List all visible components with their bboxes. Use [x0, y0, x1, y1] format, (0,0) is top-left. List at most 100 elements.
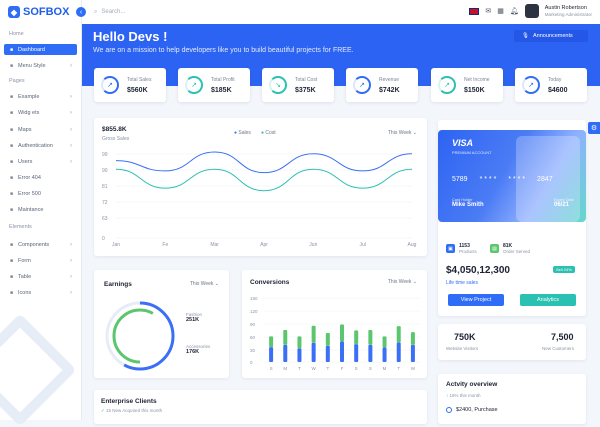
visa-card: VISA PREMIUM ACCOUNT 5789 * * * * * * * * 2…	[438, 130, 586, 222]
trend-arrow-icon: ↗	[101, 76, 119, 94]
products-stat: ▣ 1153 Products	[446, 243, 477, 254]
y-tick-label: 81	[102, 184, 108, 190]
x-tick-label: S	[355, 366, 358, 371]
x-tick-label: M	[283, 366, 287, 371]
sidebar-item[interactable]: ■ Error 404	[4, 172, 77, 183]
top-header: ⌕ Search... ✉ ▦ 🔔︎ Austin Robertson Marke…	[82, 0, 600, 24]
stat-label: Revenue	[379, 77, 400, 83]
logo-icon: ◆	[8, 6, 20, 18]
sidebar-item[interactable]: ■ Widg ets ›	[4, 107, 77, 118]
bar-green	[269, 336, 274, 348]
grid-menu-icon[interactable]: ▦	[497, 8, 504, 15]
sidebar-item[interactable]: ■ Table ›	[4, 271, 77, 282]
sidebar-item[interactable]: ■ Form ›	[4, 255, 77, 266]
stat-label: Total Sales	[127, 77, 152, 83]
mail-icon[interactable]: ✉	[485, 8, 492, 15]
search-input[interactable]: Search...	[101, 9, 126, 15]
settings-gear-icon[interactable]: ⚙	[588, 122, 600, 134]
sidebar-item-label: Authentication	[18, 142, 53, 149]
sidebar-item-label: Dashboard	[18, 46, 45, 53]
chevron-right-icon: ›	[70, 241, 72, 248]
sidebar-item[interactable]: ■ Menu Style ›	[4, 60, 77, 71]
sidebar-item[interactable]: ■ Error 500	[4, 188, 77, 199]
conversions-filter-dropdown[interactable]: This Week ⌄	[387, 279, 417, 285]
sidebar-item-label: Table	[18, 273, 32, 280]
circle-icon	[446, 407, 452, 413]
sidebar-item[interactable]: ■ Icons ›	[4, 287, 77, 298]
sidebar: ◆ SOFBOX Home ■ Dashboard ■ Menu Style › Pages ■…	[0, 0, 82, 427]
enterprise-card: Enterprise Clients ✓ 15 New Acquired thi…	[94, 390, 427, 424]
earnings-donut	[105, 301, 175, 371]
x-tick-label: Fe	[162, 242, 168, 248]
stat-label: Today	[548, 77, 562, 83]
sidebar-item-label: Widg ets	[18, 109, 40, 116]
chevron-right-icon: ›	[70, 142, 72, 149]
series-line-sales	[115, 151, 413, 174]
language-flag-icon[interactable]	[469, 7, 480, 15]
sidebar-item-label: Icons	[18, 289, 32, 296]
sidebar-item[interactable]: ■ Components ›	[4, 239, 77, 250]
y-tick-label: 60	[250, 335, 256, 340]
cart-icon: ▤	[490, 244, 499, 253]
user-info[interactable]: Austin Robertson Marketing Administrator	[545, 5, 592, 17]
activity-card: Actvity overview ↑ 16% this month $2400,…	[438, 374, 586, 424]
sidebar-item[interactable]: ■ Example ›	[4, 91, 77, 102]
announcements-button[interactable]: 🎙︎ Announcements	[514, 30, 588, 42]
search-box[interactable]: ⌕ Search...	[94, 5, 234, 19]
analytics-button[interactable]: Analytics	[520, 294, 576, 306]
user-role: Marketing Administrator	[544, 12, 592, 17]
sell-badge: Sell 24%	[553, 266, 575, 273]
chevron-right-icon: ›	[70, 289, 72, 296]
sidebar-item[interactable]: ■ Dashboard	[4, 44, 77, 55]
customers-value: 7,500	[551, 332, 574, 342]
earnings-card: Earnings This Week ⌄ Fashion 251K Access…	[94, 270, 229, 378]
y-tick-label: 72	[102, 200, 108, 206]
lock-icon: ■	[10, 142, 14, 149]
table-icon: ■	[10, 273, 14, 280]
line-chart: 99 90 81 72 63 0 Jan Fe Mar Apr Jun Jul Aug	[102, 151, 417, 248]
bar-blue	[269, 347, 274, 362]
activity-item: $2400, Purchase	[446, 407, 498, 413]
sidebar-item[interactable]: ■ Maps ›	[4, 124, 77, 135]
visitors-value: 750K	[454, 332, 476, 342]
sidebar-item[interactable]: ■ Users ›	[4, 156, 77, 167]
customers-label: New Customers	[542, 346, 575, 351]
sidebar-item[interactable]: ■ Maintance	[4, 204, 77, 215]
gross-filter-dropdown[interactable]: This Week ⌄	[387, 130, 417, 136]
bell-icon[interactable]: 🔔︎	[509, 8, 519, 15]
sidebar-item[interactable]: ■ Authentication ›	[4, 140, 77, 151]
y-tick-label: 90	[102, 168, 108, 174]
chevron-right-icon: ›	[70, 126, 72, 133]
bar-blue	[311, 342, 316, 362]
chevron-right-icon: ›	[70, 62, 72, 69]
y-tick-label: 99	[102, 152, 108, 158]
bar-blue	[368, 344, 373, 362]
view-project-button[interactable]: View Project	[448, 294, 504, 306]
bar-green	[297, 336, 302, 349]
line-legend: ● Sales ● Cost	[234, 130, 276, 136]
trend-arrow-icon: ↗	[438, 76, 456, 94]
sidebar-section-title: Home	[9, 31, 24, 37]
bar-green	[368, 330, 373, 345]
brand-logo[interactable]: ◆ SOFBOX	[8, 6, 69, 18]
avatar[interactable]	[524, 4, 539, 18]
decorative-watermark	[0, 313, 77, 427]
bar-green	[283, 330, 288, 345]
lifetime-sales-link[interactable]: Life time sales	[446, 280, 478, 286]
x-tick-label: Mar	[210, 242, 219, 248]
bar-chart: 150 120 90 60 30 0 S M T W T F S S M T W	[250, 296, 420, 371]
collapse-sidebar-button[interactable]: ‹	[76, 7, 86, 17]
earnings-accessories: Accessories 176K	[186, 344, 211, 355]
trend-arrow-icon: ↗	[185, 76, 203, 94]
sidebar-item-label: Users	[18, 158, 33, 165]
card-number: 5789 * * * * * * * * 2847	[452, 176, 553, 183]
conversions-card: Conversions This Week ⌄ 150 120 90 60 30 0 S M T…	[242, 270, 427, 378]
earnings-filter-dropdown[interactable]: This Week ⌄	[189, 281, 219, 287]
x-tick-label: F	[341, 366, 344, 371]
stat-value: $742K	[379, 87, 400, 94]
x-tick-label: T	[326, 366, 329, 371]
stat-value: $185K	[211, 87, 232, 94]
stat-label: Total Profit	[211, 77, 235, 83]
stat-value: $375K	[295, 87, 316, 94]
warning-icon: ■	[10, 190, 14, 197]
